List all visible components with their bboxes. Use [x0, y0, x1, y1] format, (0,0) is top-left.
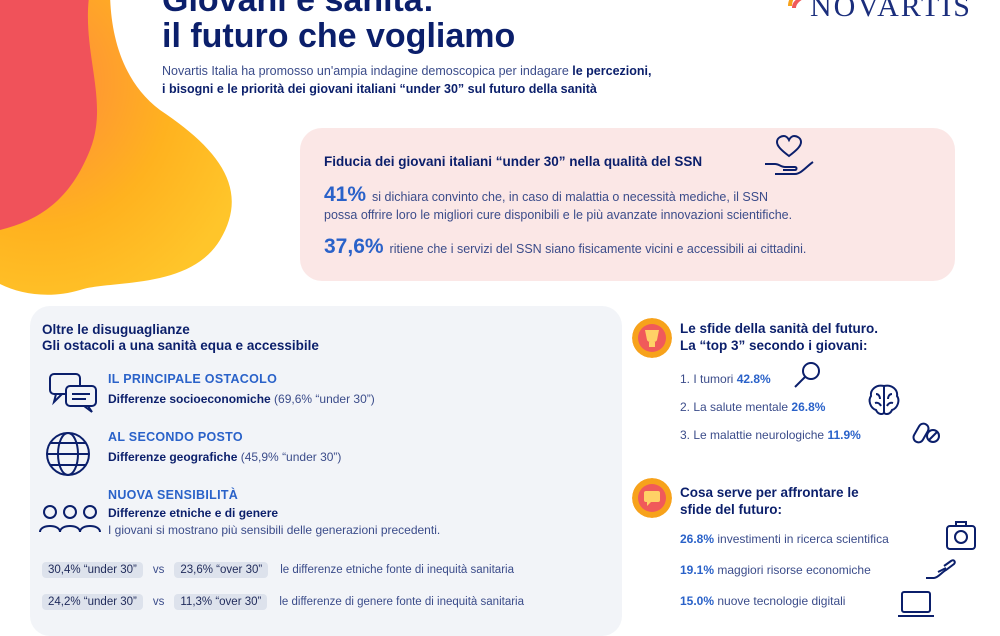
- stat-37: 37,6% ritiene che i servizi del SSN siano…: [324, 235, 807, 258]
- comparison-row: 30,4% “under 30” vs 23,6% “over 30” le diff…: [42, 562, 514, 578]
- ostacolo-3-head: NUOVA SENSIBILITÀ: [108, 488, 239, 502]
- speech-bubbles-icon: [49, 373, 97, 413]
- need-item: 19.1% maggiori risorse economiche: [680, 563, 871, 577]
- ostacolo-3-text: I giovani si mostrano più sensibili dell…: [108, 523, 441, 537]
- need-item: 26.8% investimenti in ricerca scientific…: [680, 532, 889, 546]
- stat-41-value: 41%: [324, 183, 367, 206]
- ostacoli-panel: Oltre le disuguaglianze Gli ostacoli a u…: [30, 306, 622, 636]
- chat-bubble-icon: [632, 478, 672, 518]
- title-line-1: Giovani e sanità:: [162, 0, 435, 19]
- ostacoli-title: Oltre le disuguaglianze Gli ostacoli a u…: [42, 322, 319, 353]
- fiducia-panel: Fiducia dei giovani italiani “under 30” …: [300, 128, 955, 281]
- trophy-icon: [632, 318, 672, 358]
- under30-pill: 30,4% “under 30”: [42, 562, 143, 578]
- sfide-title: Le sfide della sanità del futuro. La “to…: [680, 321, 879, 353]
- pills-icon: [912, 422, 940, 444]
- intro-text: Novartis Italia ha promosso un'ampia ind…: [162, 64, 652, 96]
- laptop-icon: [898, 591, 934, 617]
- over30-pill: 23,6% “over 30”: [174, 562, 269, 578]
- stat-37-value: 37,6%: [324, 235, 384, 258]
- sfida-item: 3. Le malattie neurologiche 11.9%: [680, 428, 861, 442]
- fiducia-title: Fiducia dei giovani italiani “under 30” …: [324, 154, 703, 169]
- magnifier-icon: [794, 362, 820, 388]
- over30-pill: 11,3% “over 30”: [174, 594, 268, 610]
- globe-icon: [46, 432, 90, 476]
- ostacolo-2-text: Differenze geografiche (45,9% “under 30”…: [108, 450, 342, 464]
- people-group-icon: [39, 505, 101, 533]
- comparison-row: 24,2% “under 30” vs 11,3% “over 30” le diff…: [42, 594, 524, 610]
- title-line-2: il futuro che vogliamo: [162, 17, 516, 55]
- need-item: 15.0% nuove tecnologie digitali: [680, 594, 846, 608]
- ostacolo-2-head: AL SECONDO POSTO: [108, 430, 243, 444]
- ostacolo-1-text: Differenze socioeconomiche (69,6% “under…: [108, 392, 375, 406]
- novartis-logo-icon: [788, 0, 802, 8]
- research-kit-icon: [946, 521, 976, 550]
- under30-pill: 24,2% “under 30”: [42, 594, 143, 610]
- needs-title: Cosa serve per affrontare le sfide del f…: [680, 485, 859, 517]
- sfida-item: 1. I tumori 42.8%: [680, 372, 771, 386]
- page-title: Giovani e sanità: il futuro che vogliamo: [162, 0, 515, 54]
- ostacolo-3-bold: Differenze etniche e di genere: [108, 506, 279, 520]
- money-hand-icon: [926, 559, 956, 579]
- novartis-logo: NOVARTIS: [809, 0, 972, 23]
- sfida-item: 2. La salute mentale 26.8%: [680, 400, 826, 414]
- stat-41: 41% si dichiara convinto che, in caso di …: [324, 183, 793, 222]
- brain-icon: [868, 384, 900, 416]
- ostacolo-1-head: IL PRINCIPALE OSTACOLO: [108, 372, 278, 386]
- decorative-blob: [0, 0, 232, 295]
- heart-hand-icon: [765, 134, 814, 175]
